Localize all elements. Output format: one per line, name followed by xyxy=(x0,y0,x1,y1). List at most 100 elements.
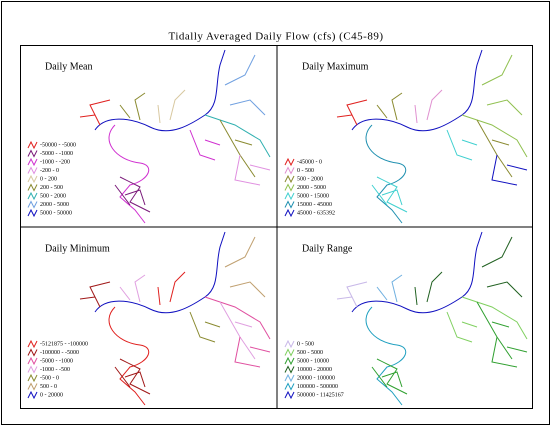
legend-swatch xyxy=(284,191,295,201)
legend-swatch xyxy=(27,208,38,218)
legend-swatch xyxy=(27,356,38,366)
channel xyxy=(157,271,186,306)
legend-swatch xyxy=(27,348,38,357)
map-panel: Daily Minimum -5121875 - -100000 -100000 -… xyxy=(27,231,271,406)
legend-swatch xyxy=(27,140,38,150)
legend-label: -100000 - -5000 xyxy=(40,350,79,356)
legend-label: 500 - 2000 xyxy=(297,176,323,182)
channel xyxy=(371,358,408,395)
legend-swatch xyxy=(27,191,38,201)
legend-swatch xyxy=(27,373,38,383)
map-panel: Daily Range 0 - 500 500 - 5000 5000 - 10000… xyxy=(284,231,528,406)
legend-label: -5121875 - -100000 xyxy=(40,341,88,347)
legend-label: 500000 - 11425167 xyxy=(297,392,344,398)
channel xyxy=(446,311,478,343)
legend-label: 0 - 500 xyxy=(297,168,314,174)
legend-swatch xyxy=(284,208,295,218)
legend-label: 500 - 2000 xyxy=(40,193,66,199)
channel xyxy=(491,336,528,368)
channel xyxy=(224,54,266,116)
channel xyxy=(79,281,111,308)
channel xyxy=(119,92,146,121)
legend-label: -200 - 0 xyxy=(40,168,59,174)
channel xyxy=(376,92,403,121)
legend-swatch xyxy=(27,339,38,349)
panel-title: Daily Range xyxy=(302,243,353,254)
legend-label: 100000 - 500000 xyxy=(297,384,338,390)
legend-swatch xyxy=(284,157,295,167)
channel xyxy=(336,99,368,126)
figure-title: Tidally Averaged Daily Flow (cfs) (C45-8… xyxy=(169,31,384,43)
legend-swatch xyxy=(27,390,38,400)
legend-swatch xyxy=(284,382,295,391)
channel xyxy=(119,274,146,303)
legend-label: 0 - 200 xyxy=(40,176,57,182)
channel xyxy=(351,49,483,132)
channel xyxy=(79,99,111,126)
legend-label: -45000 - 0 xyxy=(297,159,322,165)
channel xyxy=(108,124,150,224)
legend-label: 20000 - 100000 xyxy=(297,375,335,381)
channel xyxy=(189,311,221,343)
legend-label: -5000 - -1000 xyxy=(40,151,73,157)
legend-swatch xyxy=(27,200,38,209)
legend-label: 5000 - 50000 xyxy=(40,210,72,216)
channel xyxy=(224,236,266,298)
channel xyxy=(234,336,271,368)
legend-swatch xyxy=(284,390,295,400)
legend-label: 15000 - 45000 xyxy=(297,202,332,208)
legend-swatch xyxy=(27,174,38,184)
legend-swatch xyxy=(284,365,295,374)
map-panel: Daily Mean -50000 - -5000 -5000 - -1000 -10… xyxy=(27,49,271,224)
channel xyxy=(481,54,523,116)
legend-swatch xyxy=(284,339,295,349)
legend-label: 500 - 5000 xyxy=(297,350,323,356)
legend-label: 45000 - 635392 xyxy=(297,210,335,216)
legend-label: -500 - 0 xyxy=(40,375,59,381)
channel xyxy=(365,124,407,224)
legend-swatch xyxy=(284,174,295,184)
channel xyxy=(336,281,368,308)
channel xyxy=(114,176,151,213)
legend-swatch xyxy=(284,356,295,366)
channel xyxy=(234,154,271,186)
legend-swatch xyxy=(27,365,38,374)
panel-title: Daily Mean xyxy=(45,61,93,72)
channel xyxy=(94,231,226,314)
legend-swatch xyxy=(284,183,295,192)
channel xyxy=(189,129,221,161)
channel xyxy=(371,176,408,213)
legend-label: -1000 - -500 xyxy=(40,367,70,373)
legend-label: 10000 - 20000 xyxy=(297,367,332,373)
channel xyxy=(365,306,407,406)
legend-swatch xyxy=(284,348,295,357)
legend-swatch xyxy=(27,166,38,175)
channel xyxy=(414,89,443,124)
channel xyxy=(114,358,151,395)
legend-label: -5000 - -1000 xyxy=(40,358,73,364)
legend-label: 2000 - 5000 xyxy=(297,185,326,191)
legend-label: 5000 - 15000 xyxy=(297,193,329,199)
channel xyxy=(491,154,528,186)
channel xyxy=(376,274,403,303)
panel-title: Daily Minimum xyxy=(45,243,110,254)
legend-label: 0 - 20000 xyxy=(40,392,63,398)
channel xyxy=(446,129,478,161)
panel-title: Daily Maximum xyxy=(302,61,369,72)
map-panel: Daily Maximum -45000 - 0 0 - 500 500 - 2000… xyxy=(284,49,528,224)
legend-swatch xyxy=(284,373,295,383)
channel xyxy=(414,271,443,306)
legend-label: 500 - 0 xyxy=(40,384,57,390)
legend-swatch xyxy=(27,382,38,391)
legend-swatch xyxy=(284,166,295,175)
legend-swatch xyxy=(27,149,38,158)
channel xyxy=(481,236,523,298)
legend-label: 200 - 500 xyxy=(40,185,63,191)
legend-swatch xyxy=(27,157,38,167)
legend-label: -50000 - -5000 xyxy=(40,142,76,148)
legend-label: -1000 - -200 xyxy=(40,159,70,165)
legend-swatch xyxy=(27,183,38,192)
channel xyxy=(108,306,150,406)
